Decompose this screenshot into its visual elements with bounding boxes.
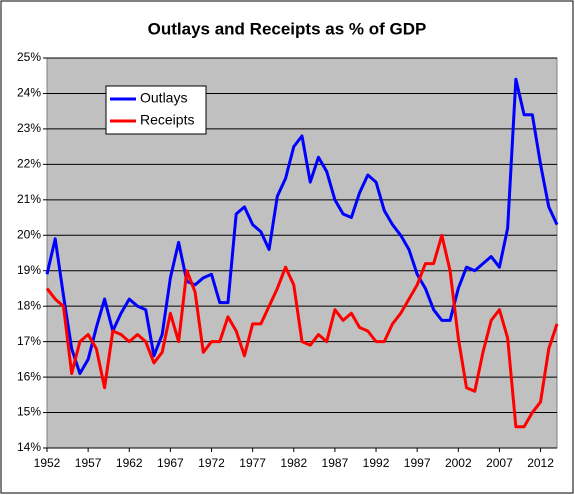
y-tick-label: 16% bbox=[17, 369, 41, 383]
x-tick-label: 1997 bbox=[404, 456, 431, 470]
y-tick-label: 15% bbox=[17, 405, 41, 419]
series-line bbox=[45, 233, 559, 429]
x-tick-label: 1977 bbox=[239, 456, 266, 470]
x-tick-label: 1957 bbox=[75, 456, 102, 470]
x-tick-label: 1987 bbox=[322, 456, 349, 470]
y-tick-label: 20% bbox=[17, 227, 41, 241]
legend-label: Outlays bbox=[140, 90, 187, 106]
y-tick-label: 18% bbox=[17, 298, 41, 312]
y-tick-label: 14% bbox=[17, 440, 41, 454]
x-tick-label: 1982 bbox=[280, 456, 307, 470]
legend-box bbox=[105, 85, 207, 135]
x-tick-label: 1992 bbox=[363, 456, 390, 470]
x-tick-label: 1972 bbox=[198, 456, 225, 470]
y-tick-label: 22% bbox=[17, 157, 41, 171]
x-tick-label: 2012 bbox=[527, 456, 554, 470]
y-tick-label: 21% bbox=[17, 192, 41, 206]
x-tick-label: 2007 bbox=[486, 456, 513, 470]
x-tick-label: 1952 bbox=[34, 456, 61, 470]
chart-title: Outlays and Receipts as % of GDP bbox=[148, 19, 427, 38]
y-tick-label: 25% bbox=[17, 50, 41, 64]
y-tick-label: 19% bbox=[17, 263, 41, 277]
y-tick-label: 17% bbox=[17, 334, 41, 348]
y-tick-label: 23% bbox=[17, 121, 41, 135]
legend-label: Receipts bbox=[140, 112, 194, 128]
series-line bbox=[45, 77, 559, 376]
x-tick-label: 2002 bbox=[445, 456, 472, 470]
x-tick-label: 1967 bbox=[157, 456, 184, 470]
x-tick-label: 1962 bbox=[116, 456, 143, 470]
y-tick-label: 24% bbox=[17, 86, 41, 100]
